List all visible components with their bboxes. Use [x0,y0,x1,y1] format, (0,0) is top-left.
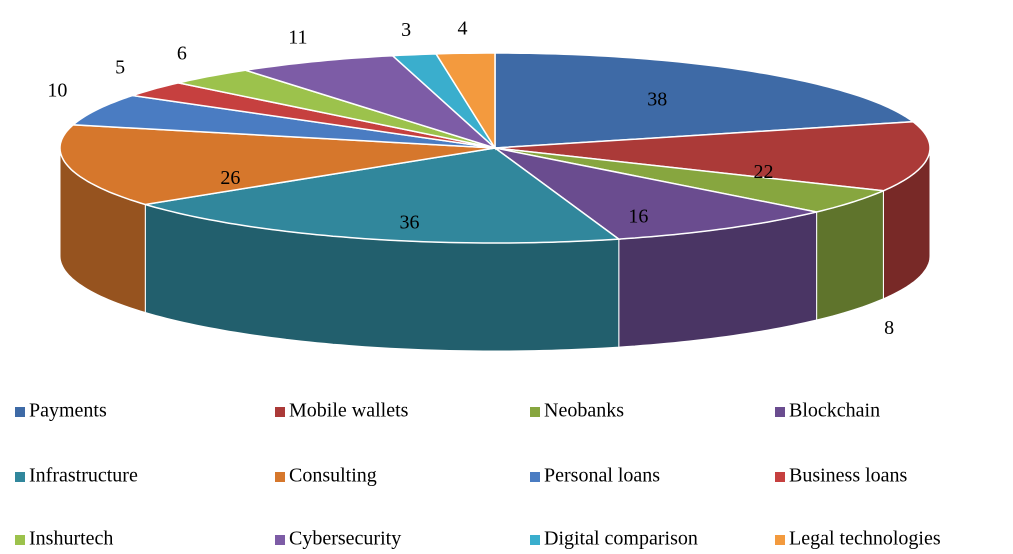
legend-label: Business loans [789,465,908,487]
legend-swatch [775,535,785,545]
data-label: 10 [47,79,67,101]
pie-slice [59,124,496,206]
data-label: 38 [647,89,667,111]
legend-swatch [275,407,285,417]
data-label: 36 [399,211,419,233]
data-label: 8 [884,317,894,339]
pie-slice [494,52,916,149]
legend-swatch [530,535,540,545]
legend-swatch [775,472,785,482]
legend-label: Cybersecurity [289,528,401,550]
data-label: 3 [401,19,411,41]
legend-swatch [775,407,785,417]
pie-slice [245,54,496,149]
legend-label: Payments [29,400,107,422]
pie-slice [390,53,496,149]
legend-swatch [15,472,25,482]
data-label: 22 [754,161,774,183]
data-label: 11 [288,26,307,48]
legend-label: Legal technologies [789,528,941,550]
legend-label: Digital comparison [544,528,698,550]
legend-label: Personal loans [544,465,660,487]
data-label: 26 [220,167,240,189]
pie-slice [494,120,931,192]
pie-slice [132,82,496,149]
legend-swatch [275,472,285,482]
legend-swatch [530,472,540,482]
data-label: 16 [628,205,648,227]
legend-label: Mobile wallets [289,400,409,422]
pie-slice [494,147,884,213]
legend-swatch [15,407,25,417]
legend-swatch [15,535,25,545]
legend-swatch [275,535,285,545]
pie-slice [494,147,817,240]
pie-slice [145,147,621,244]
data-label: 5 [115,57,125,79]
legend-label: Neobanks [544,400,624,422]
pie-slice [434,52,496,151]
legend-swatch [530,407,540,417]
data-label: 4 [458,17,468,39]
pie-slice [178,69,496,149]
legend-label: Blockchain [789,400,880,422]
legend-label: Consulting [289,465,377,487]
pie-slice [71,94,496,149]
data-label: 6 [177,43,187,65]
legend-label: Infrastructure [29,465,138,487]
legend-label: Inshurtech [29,528,113,550]
